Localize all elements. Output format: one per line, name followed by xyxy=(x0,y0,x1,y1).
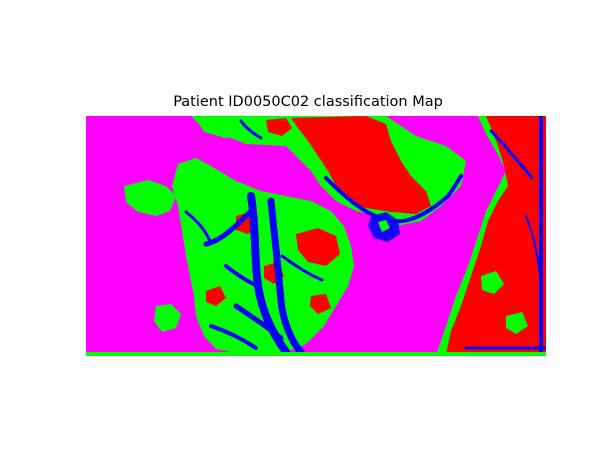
blue-channel-top xyxy=(239,119,463,224)
red-fleck-4 xyxy=(206,286,226,306)
figure-title: Patient ID0050C02 classification Map xyxy=(173,94,443,110)
classification-map xyxy=(86,116,546,356)
left-green-lobe xyxy=(124,180,176,216)
right-green-fleck-2 xyxy=(506,312,528,334)
top-red-fleck xyxy=(266,118,292,136)
blue-vessels-left xyxy=(184,192,324,356)
right-red-region xyxy=(446,116,546,354)
top-red-region xyxy=(291,116,431,214)
green-speckle xyxy=(378,220,390,232)
red-fleck-5 xyxy=(310,294,331,314)
right-green-fleck xyxy=(481,271,504,294)
top-left-green-patch xyxy=(194,116,261,138)
small-green-island xyxy=(154,304,181,332)
blue-vessels-right xyxy=(464,116,546,356)
left-green-tissue xyxy=(172,158,354,354)
bottom-green-strip xyxy=(86,352,546,356)
red-fleck-1 xyxy=(296,228,340,266)
